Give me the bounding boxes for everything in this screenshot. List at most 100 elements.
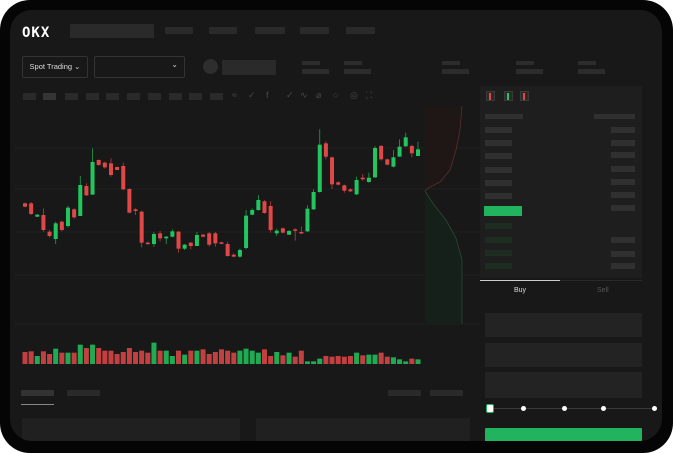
bottom-filter[interactable]	[388, 390, 421, 396]
volume-bar	[268, 356, 274, 364]
timeframe-button[interactable]	[127, 93, 140, 100]
leverage-slider[interactable]	[490, 408, 655, 409]
timeframe-button[interactable]	[23, 93, 36, 100]
settings-icon[interactable]: ✓	[286, 90, 294, 100]
volume-bar	[65, 352, 71, 364]
candle-body	[305, 208, 310, 232]
candle-body	[23, 203, 27, 207]
volume-bar	[347, 356, 353, 364]
slider-handle[interactable]	[486, 404, 494, 413]
volume-bar	[96, 348, 102, 364]
tab-order-history[interactable]	[67, 390, 100, 396]
nav-item[interactable]	[209, 27, 237, 34]
pair-dropdown[interactable]: ⌄	[94, 56, 185, 78]
order-book-asks-icon[interactable]	[520, 91, 529, 101]
slider-stop[interactable]	[652, 406, 657, 411]
line-type-icon[interactable]: ≈	[232, 90, 237, 100]
nav-item[interactable]	[165, 27, 193, 34]
tab-buy[interactable]: Buy	[514, 287, 527, 294]
timeframe-button[interactable]	[210, 93, 223, 100]
ask-price	[485, 140, 512, 146]
timeframe-button[interactable]	[148, 93, 161, 100]
volume-bar	[188, 350, 194, 364]
amount-input[interactable]	[485, 343, 642, 367]
candle-body	[102, 162, 107, 168]
candle-body	[65, 207, 70, 226]
ask-price	[485, 127, 512, 133]
tab-sell[interactable]: Sell	[597, 287, 609, 294]
target-icon[interactable]: ◎	[350, 90, 358, 100]
order-book-header	[594, 114, 635, 119]
ask-price	[485, 153, 512, 159]
candle-body	[53, 223, 58, 239]
stat-label	[516, 61, 534, 65]
buy-button[interactable]	[485, 428, 642, 441]
volume-bar	[261, 349, 267, 364]
volume-bar	[77, 344, 83, 364]
ruler-icon[interactable]: ⌀	[316, 90, 322, 100]
volume-bar	[194, 350, 200, 364]
candle-body	[41, 215, 46, 230]
spot-trading-button[interactable]: Spot Trading ⌄	[22, 56, 88, 78]
candle-body	[244, 215, 249, 248]
volume-bar	[231, 352, 237, 364]
order-size	[611, 179, 635, 185]
stat-label	[442, 61, 460, 65]
price-input[interactable]	[485, 313, 642, 337]
timeframe-button[interactable]	[43, 93, 56, 100]
candle-body	[416, 149, 420, 156]
camera-icon[interactable]: ○	[333, 90, 339, 100]
volume-bar	[292, 356, 298, 364]
order-size	[611, 205, 635, 211]
timeframe-button[interactable]	[86, 93, 99, 100]
order-book-bids-icon[interactable]	[504, 91, 513, 101]
candle-body	[188, 242, 193, 246]
volume-bar	[200, 349, 206, 364]
candle-body	[354, 180, 359, 195]
volume-bar	[249, 350, 255, 364]
timeframe-button[interactable]	[189, 93, 202, 100]
candle-body	[182, 244, 187, 249]
tab-open-orders[interactable]	[21, 390, 54, 396]
volume-bar	[206, 354, 212, 364]
volume-bar	[34, 356, 40, 364]
depth-asks-area	[425, 106, 462, 188]
slider-stop[interactable]	[601, 406, 606, 411]
volume-bar	[145, 352, 151, 364]
order-size	[611, 237, 635, 243]
timeframe-button[interactable]	[106, 93, 119, 100]
volume-bar	[286, 352, 292, 364]
indicator-icon[interactable]: ✓	[248, 90, 256, 100]
fx-icon[interactable]: f	[266, 90, 269, 100]
volume-bar	[341, 356, 347, 364]
nav-item[interactable]	[255, 27, 285, 34]
timeframe-button[interactable]	[169, 93, 182, 100]
slider-stop[interactable]	[521, 406, 526, 411]
volume-bar	[280, 355, 286, 364]
candle-body	[213, 233, 218, 244]
candle-body	[280, 228, 285, 233]
order-size	[611, 127, 635, 133]
nav-item[interactable]	[300, 27, 329, 34]
volume-bar	[139, 350, 145, 364]
bottom-filter[interactable]	[430, 390, 463, 396]
volume-bar	[157, 350, 163, 364]
okx-logo[interactable]: OKX	[22, 25, 51, 41]
volume-bar	[317, 358, 323, 364]
search-bar[interactable]	[70, 24, 154, 38]
stat-label	[344, 61, 362, 65]
candle-body	[323, 143, 328, 157]
active-tab-indicator	[21, 404, 54, 405]
candle-body	[391, 157, 396, 167]
slider-stop[interactable]	[562, 406, 567, 411]
ask-price	[485, 167, 512, 173]
fullscreen-icon[interactable]: ⛶	[366, 90, 373, 100]
trend-line-icon[interactable]: ∿	[300, 90, 308, 100]
nav-item[interactable]	[346, 27, 375, 34]
order-book-both-icon[interactable]	[486, 91, 495, 101]
active-tab-indicator	[480, 280, 560, 281]
total-input[interactable]	[485, 372, 642, 398]
timeframe-button[interactable]	[65, 93, 78, 100]
candlestick-chart[interactable]	[10, 10, 480, 390]
